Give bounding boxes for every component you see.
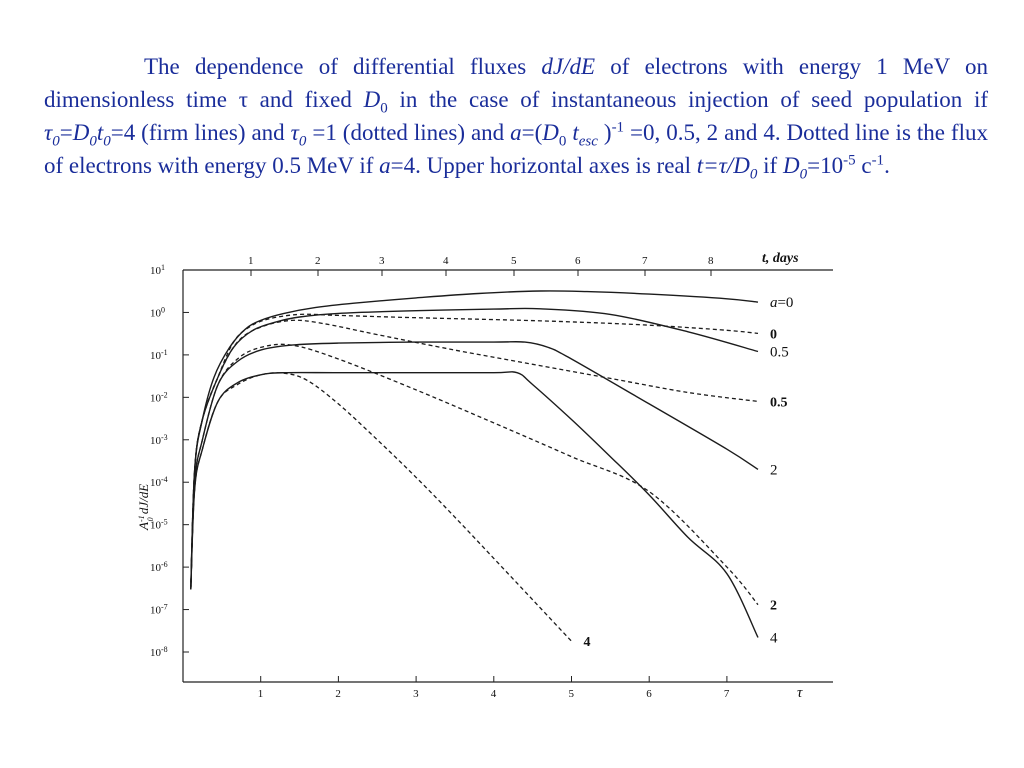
x2-tick-label: 3 xyxy=(379,255,385,267)
x-tick-label: 5 xyxy=(569,688,575,700)
caption-text: =10 xyxy=(807,153,844,178)
caption-text: ) xyxy=(597,120,612,145)
caption-a: a xyxy=(379,153,391,178)
caption-dJdE: dJ/dE xyxy=(541,54,596,79)
x2-tick-label: 6 xyxy=(575,255,581,267)
curve-label-3: 0.5 xyxy=(770,395,788,410)
y-tick-label: 10-8 xyxy=(150,645,168,660)
caption-t: t xyxy=(572,120,579,145)
caption-tau: τ xyxy=(290,120,299,145)
y-tick-label: 10-7 xyxy=(150,602,168,617)
caption-text: =( xyxy=(521,120,543,145)
caption-text: =0, 0.5, 2 and 4. Dotted line is the flu… xyxy=(44,120,988,178)
caption-t: t xyxy=(96,120,104,145)
y-tick-label: 10-3 xyxy=(150,432,168,447)
x2-tick-label: 1 xyxy=(248,255,254,267)
x2-tick-label: 2 xyxy=(315,255,321,267)
y-tick-label: 10-4 xyxy=(150,475,168,490)
curve-label-6: 4 xyxy=(770,630,778,646)
y-tick-label: 10-5 xyxy=(150,517,168,532)
y-tick-label: 10-1 xyxy=(150,347,168,362)
series-line-7 xyxy=(190,372,572,642)
curve-label-4: 2 xyxy=(770,462,778,478)
caption-sub: 0 xyxy=(380,100,388,117)
x2-tick-label: 4 xyxy=(443,255,449,267)
caption-text: in the case of instantaneous injection o… xyxy=(387,87,988,112)
series-line-3 xyxy=(190,319,759,590)
y-tick-label: 100 xyxy=(150,305,165,320)
figure-caption: The dependence of differential fluxes dJ… xyxy=(44,50,988,182)
curve-label-2: 0.5 xyxy=(770,345,789,361)
caption-sub: 0 xyxy=(558,133,567,150)
x-tick-label: 7 xyxy=(724,688,730,700)
series-line-2 xyxy=(190,307,759,590)
series-line-5 xyxy=(190,343,759,606)
y-tick-label: 10-2 xyxy=(150,390,168,405)
caption-sub: 0 xyxy=(749,166,758,183)
caption-text: . xyxy=(884,153,890,178)
caption-a: a xyxy=(510,120,522,145)
x-tick-label: 2 xyxy=(335,688,341,700)
x-tick-label: 3 xyxy=(413,688,419,700)
caption-tau: τ xyxy=(44,120,53,145)
x-tick-label: 4 xyxy=(491,688,497,700)
caption-sup: -5 xyxy=(843,152,856,169)
caption-text: The dependence of differential fluxes xyxy=(144,54,542,79)
caption-text: =4 (firm lines) and xyxy=(110,120,291,145)
caption-D: D xyxy=(363,87,381,112)
caption-sub: 0 xyxy=(89,133,97,150)
series-line-1 xyxy=(190,313,759,590)
caption-sup: -1 xyxy=(871,152,885,169)
caption-D: D xyxy=(542,120,559,145)
y-tick-label: 10-6 xyxy=(150,560,168,575)
series-line-0 xyxy=(190,290,759,590)
caption-text: of electrons with energy 1 MeV on dimens… xyxy=(44,54,988,112)
caption-text: c xyxy=(855,153,872,178)
y-axis-label: A-10 dJ/dE xyxy=(136,484,155,531)
curve-label-7: 4 xyxy=(584,635,591,650)
curve-label-5: 2 xyxy=(770,599,777,614)
x2-tick-label: 7 xyxy=(642,255,648,267)
x2-axis-label: t, days xyxy=(762,251,799,266)
x2-tick-label: 8 xyxy=(708,255,714,267)
caption-sub: 0 xyxy=(799,166,808,183)
caption-D: D xyxy=(782,153,800,178)
caption-sub: 0 xyxy=(103,133,111,150)
caption-sub: 0 xyxy=(52,133,60,150)
caption-text: if xyxy=(757,153,783,178)
x-axis-label: τ xyxy=(797,685,803,701)
x-tick-label: 1 xyxy=(258,688,264,700)
x2-tick-label: 5 xyxy=(511,255,517,267)
caption-sup: -1 xyxy=(611,119,625,136)
caption-text: =4. Upper horizontal axes is real xyxy=(390,153,697,178)
series-line-4 xyxy=(190,341,759,590)
caption-text: = xyxy=(59,120,73,145)
caption-D: D xyxy=(72,120,90,145)
caption-sub-esc: esc xyxy=(578,133,598,150)
series-line-6 xyxy=(190,371,759,638)
caption-t-eq: t=τ/D xyxy=(696,153,750,178)
y-tick-label: 101 xyxy=(150,263,165,278)
caption-sub: 0 xyxy=(298,133,307,150)
caption-text: =1 (dotted lines) and xyxy=(306,120,511,145)
curve-label-0: a=0 xyxy=(770,295,793,311)
x-tick-label: 6 xyxy=(646,688,652,700)
curve-label-1: 0 xyxy=(770,327,777,342)
